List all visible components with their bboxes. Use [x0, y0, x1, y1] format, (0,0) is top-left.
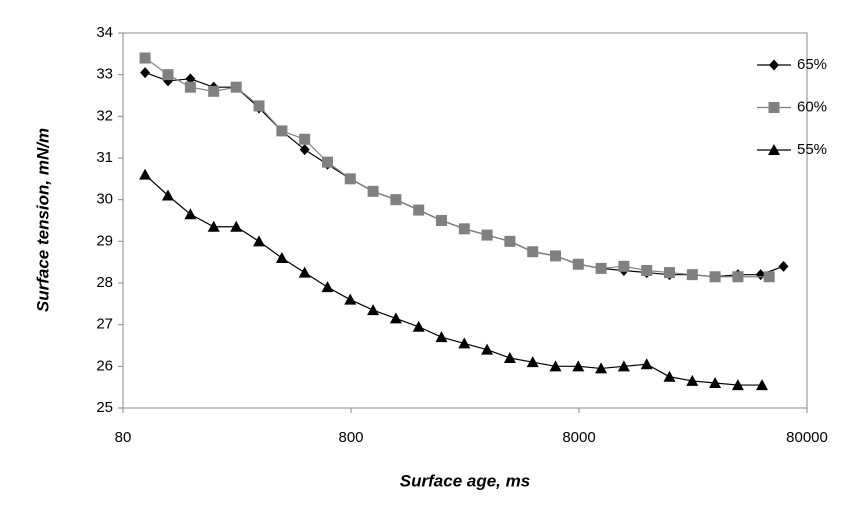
x-tick-label: 80 [115, 429, 132, 446]
data-point [549, 360, 562, 372]
y-tick-label: 28 [96, 274, 113, 291]
data-point [526, 356, 539, 368]
data-point [755, 269, 766, 281]
data-point [641, 265, 653, 276]
series-line [144, 57, 770, 278]
data-point [140, 67, 151, 79]
data-point [709, 271, 721, 283]
data-point [709, 377, 722, 388]
data-point [458, 223, 470, 235]
data-point [778, 260, 789, 272]
data-point [458, 337, 471, 349]
legend-label: 60% [797, 98, 827, 115]
y-tick-label: 34 [96, 24, 113, 41]
data-point [139, 52, 151, 64]
data-point [595, 262, 607, 274]
x-tick-label: 80000 [786, 429, 828, 446]
data-point [344, 293, 357, 305]
y-tick-label: 29 [96, 232, 113, 249]
data-point [731, 379, 744, 391]
data-point [299, 133, 311, 145]
data-point [139, 168, 152, 180]
data-point [527, 246, 539, 258]
data-point [412, 320, 425, 332]
data-point [572, 360, 585, 372]
data-point [344, 173, 356, 185]
legend-marker [768, 102, 780, 113]
data-point [230, 220, 243, 232]
data-point [321, 281, 334, 293]
data-point [161, 189, 174, 201]
data-point [481, 229, 493, 241]
data-point [185, 73, 196, 85]
data-point [230, 81, 242, 93]
data-point [390, 194, 402, 206]
x-tick-label: 8000 [562, 429, 595, 446]
y-tick-label: 32 [96, 107, 113, 124]
data-point [253, 235, 266, 247]
legend-marker [769, 59, 779, 71]
data-point [367, 185, 379, 197]
data-point [756, 379, 769, 391]
data-point [481, 343, 494, 355]
data-point [550, 250, 562, 262]
data-point [275, 252, 288, 263]
y-tick-label: 33 [96, 66, 113, 83]
data-point [162, 69, 174, 81]
series-line [144, 72, 784, 278]
x-tick-label: 800 [338, 429, 363, 446]
data-point [617, 360, 630, 372]
y-tick-label: 27 [96, 316, 113, 333]
data-point [322, 156, 334, 168]
data-point [686, 269, 698, 281]
data-point [686, 374, 699, 386]
data-point [435, 331, 448, 343]
data-point [208, 85, 220, 97]
data-point [572, 258, 584, 270]
x-axis-title: Surface age, ms [400, 471, 530, 490]
y-tick-label: 30 [96, 191, 113, 208]
data-point [618, 260, 630, 272]
data-point [367, 304, 380, 316]
data-point [435, 215, 447, 226]
data-point [663, 267, 675, 279]
data-point [276, 125, 288, 137]
data-point [207, 220, 220, 232]
series-line [144, 174, 763, 386]
y-tick-label: 26 [96, 357, 113, 374]
data-point [184, 208, 197, 220]
data-point [299, 144, 310, 156]
data-point [413, 204, 425, 216]
legend-marker [768, 144, 780, 155]
y-tick-label: 31 [96, 149, 113, 166]
data-point [732, 271, 744, 283]
data-point [389, 312, 402, 324]
data-point [763, 271, 775, 283]
data-point [640, 358, 653, 370]
legend-label: 55% [797, 141, 827, 158]
y-tick-label: 25 [96, 399, 113, 416]
data-point [503, 352, 516, 363]
data-point [595, 362, 608, 374]
data-point [184, 81, 196, 93]
plot-frame [122, 32, 808, 409]
data-point [504, 235, 516, 247]
legend-label: 65% [797, 56, 827, 73]
data-point [253, 100, 265, 112]
y-axis-title: Surface tension, mN/m [33, 128, 52, 312]
data-point [663, 370, 676, 382]
data-point [298, 266, 311, 278]
